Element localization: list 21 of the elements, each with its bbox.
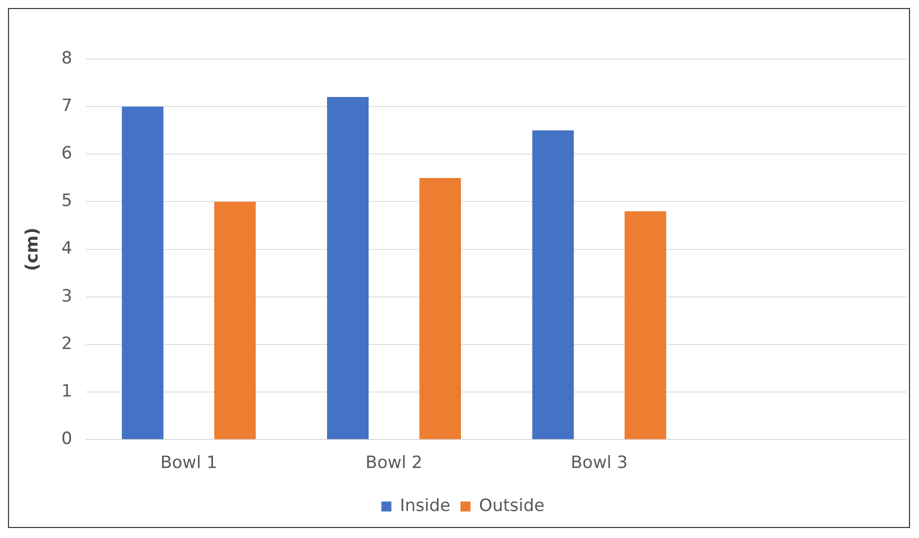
- legend-label: Inside: [400, 496, 450, 516]
- y-tick-label: 0: [61, 429, 72, 450]
- bar: [122, 106, 164, 440]
- y-tick-label: 6: [61, 144, 72, 164]
- y-tick-label: 4: [61, 238, 72, 259]
- x-tick-label: Bowl 1: [160, 453, 218, 474]
- bar: [214, 202, 256, 440]
- y-tick-label: 3: [61, 286, 72, 306]
- x-tick-label: Bowl 2: [366, 453, 422, 474]
- y-tick-label: 1: [61, 381, 72, 402]
- x-tick-label: Bowl 3: [570, 453, 628, 474]
- y-axis-title: (cm): [22, 228, 43, 271]
- legend-label: Outside: [478, 496, 545, 516]
- y-tick-label: 5: [61, 191, 72, 212]
- y-tick-label: 8: [61, 48, 72, 68]
- y-tick-label: 7: [61, 96, 72, 116]
- bar: [419, 178, 461, 440]
- bar: [532, 130, 574, 440]
- bar: [624, 211, 666, 440]
- y-tick-label: 2: [61, 334, 72, 354]
- bar: [327, 97, 369, 440]
